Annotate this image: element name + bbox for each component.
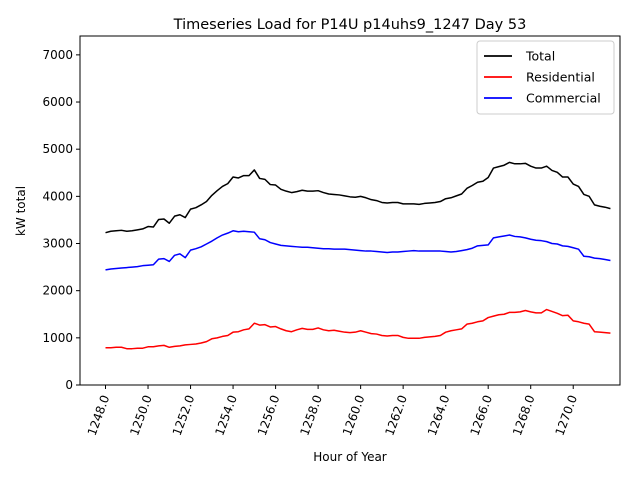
y-tick-label: 2000 xyxy=(42,284,73,298)
y-tick-label: 6000 xyxy=(42,95,73,109)
y-axis: 0 1000 2000 3000 4000 5000 6000 7000 xyxy=(42,48,80,392)
y-tick-label: 3000 xyxy=(42,237,73,251)
plot-frame xyxy=(79,35,621,386)
series-line-commercial xyxy=(105,230,611,271)
series-line-total xyxy=(105,161,611,234)
legend-label-residential: Residential xyxy=(526,70,595,85)
legend-label-total: Total xyxy=(525,49,555,64)
y-tick-label: 0 xyxy=(65,378,73,392)
x-axis-label: Hour of Year xyxy=(313,450,387,464)
y-axis-label: kW total xyxy=(14,186,28,236)
legend-label-commercial: Commercial xyxy=(526,91,601,106)
chart-title: Timeseries Load for P14U p14uhs9_1247 Da… xyxy=(173,17,527,33)
y-tick-label: 7000 xyxy=(42,48,73,62)
legend-box xyxy=(476,40,615,115)
plot-lines xyxy=(105,161,611,350)
y-tick-label: 1000 xyxy=(42,331,73,345)
legend: Total Residential Commercial xyxy=(476,40,615,115)
series-line-residential xyxy=(105,308,611,350)
y-tick-label: 4000 xyxy=(42,189,73,203)
y-tick-label: 5000 xyxy=(42,142,73,156)
